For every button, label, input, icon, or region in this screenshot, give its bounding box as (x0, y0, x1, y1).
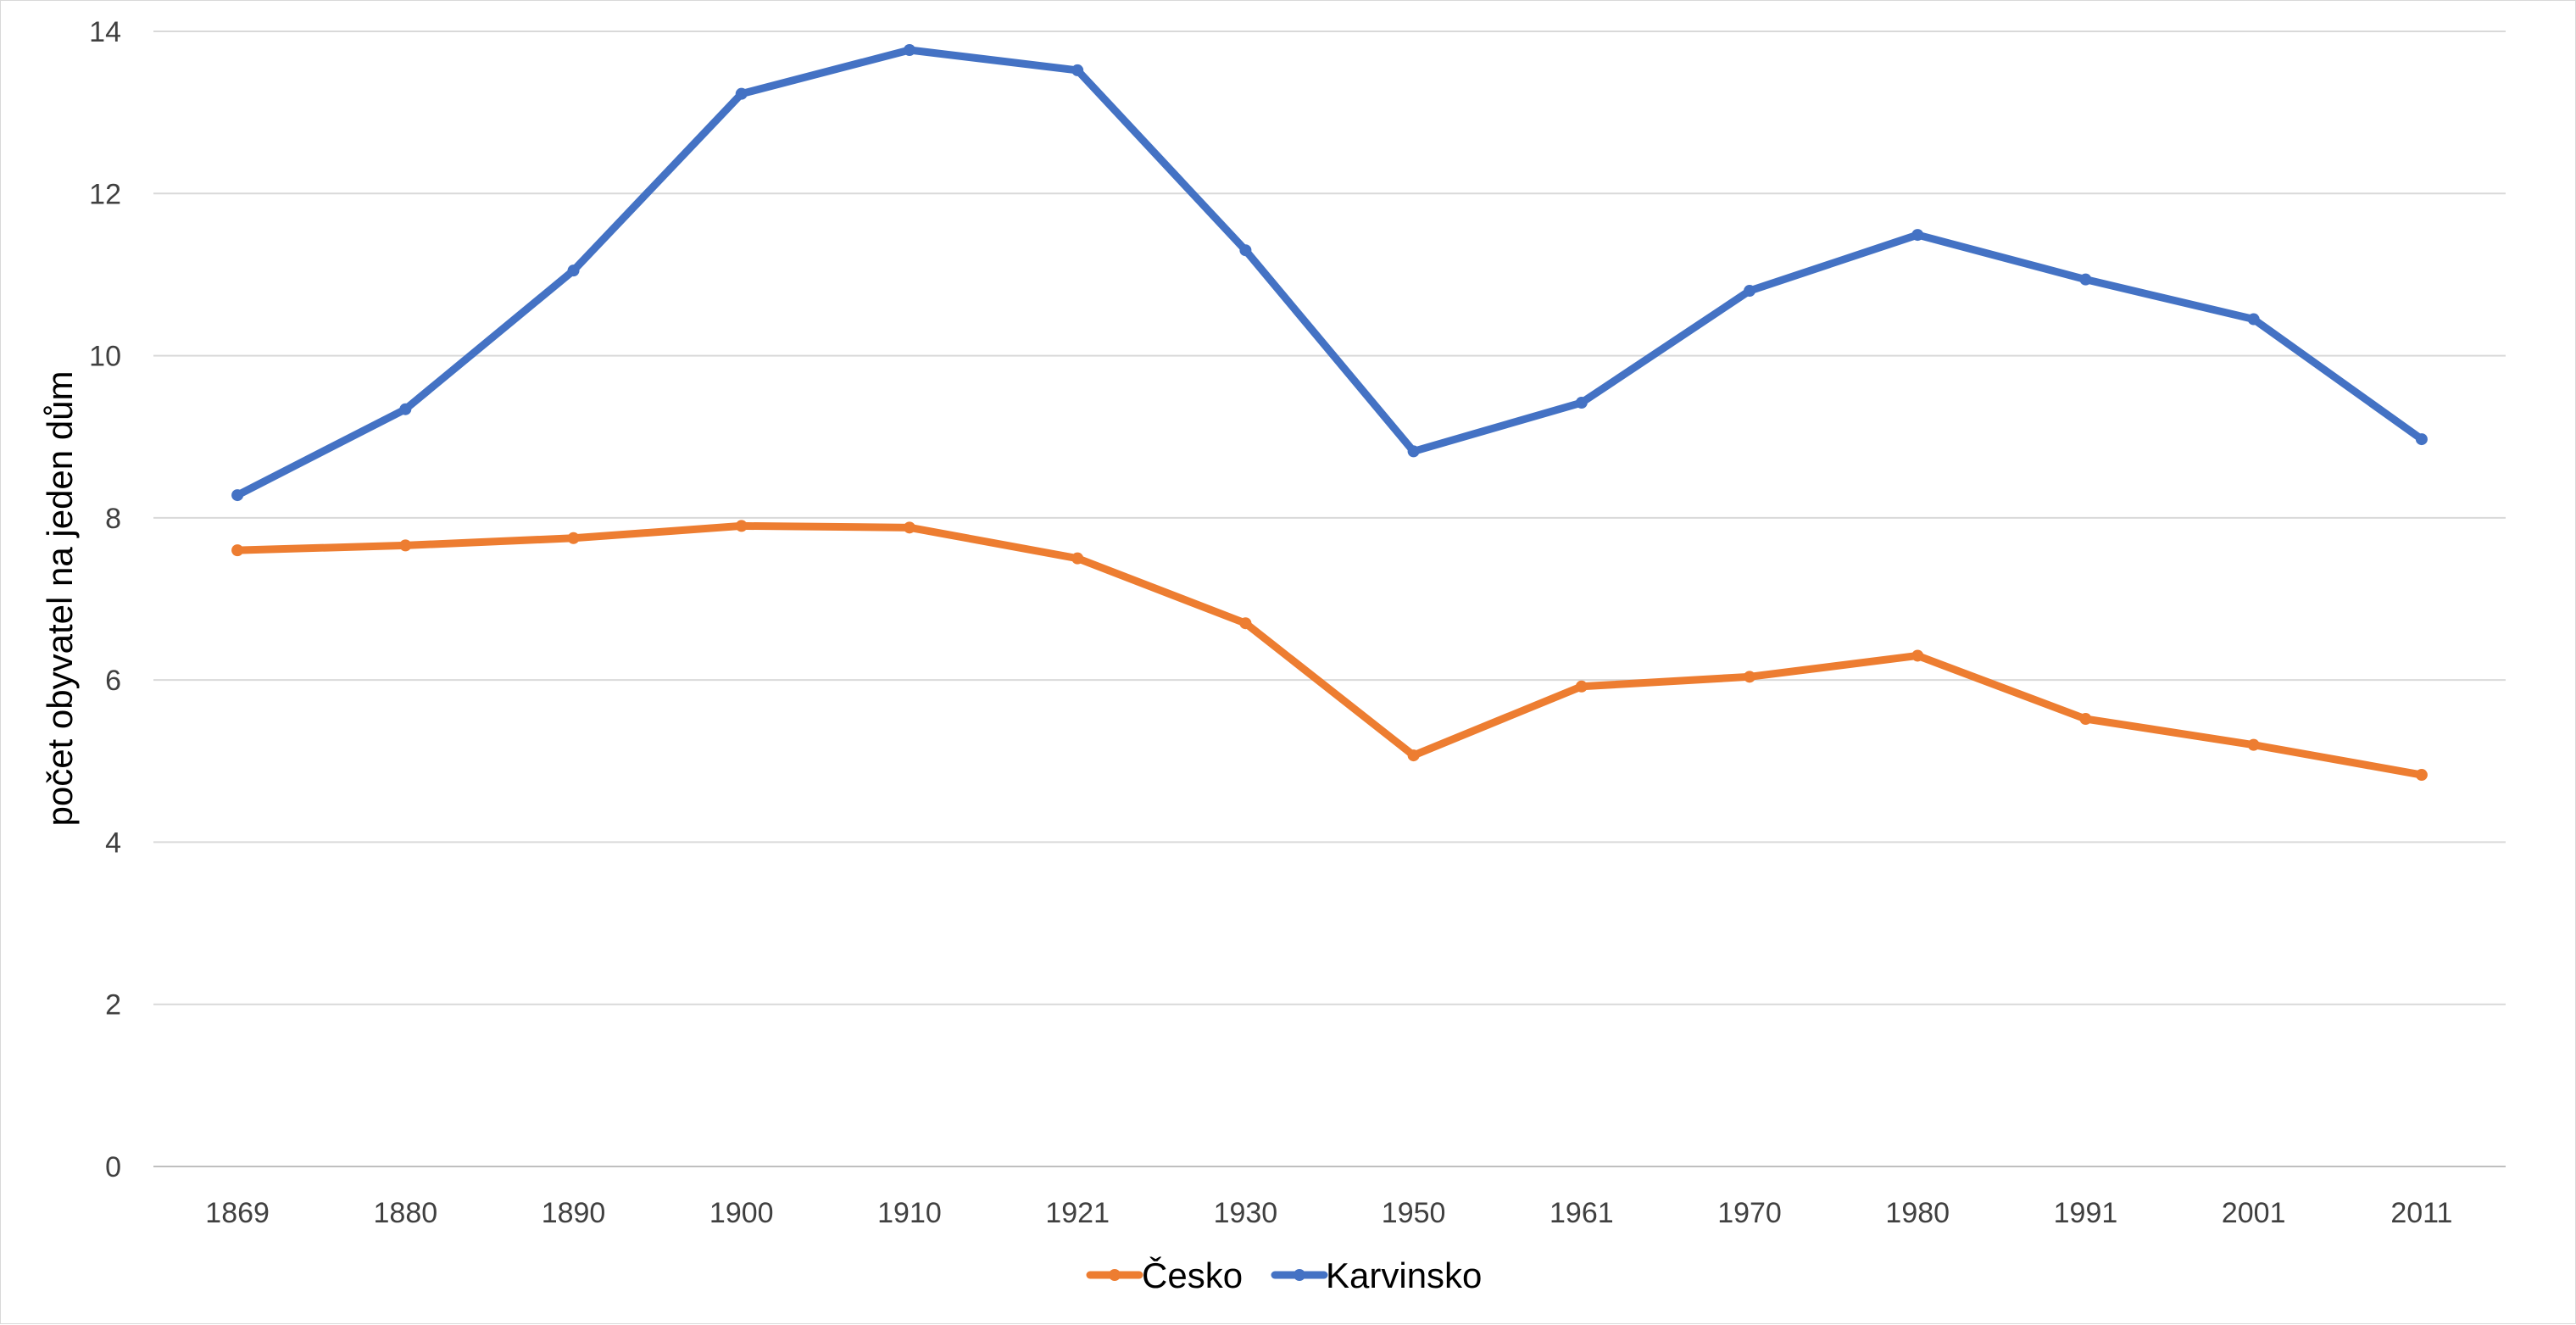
y-tick-label: 10 (89, 341, 121, 373)
x-tick-label: 1869 (205, 1197, 270, 1229)
data-point (2079, 273, 2092, 286)
y-tick-label: 4 (105, 827, 121, 859)
x-axis-ticks: 1869 1880 1890 1900 1910 1921 1930 1950 1961 1970… (205, 1197, 2452, 1229)
y-axis-title: počet obyvatel na jeden dům (40, 370, 80, 826)
x-tick-label: 1970 (1717, 1197, 1782, 1229)
data-point (2079, 713, 2092, 726)
legend-label: Karvinsko (1326, 1255, 1482, 1295)
data-point (735, 87, 748, 100)
x-tick-label: 1921 (1045, 1197, 1110, 1229)
data-point (231, 489, 244, 502)
legend-marker (1294, 1269, 1305, 1281)
gridlines (153, 31, 2506, 1167)
y-tick-label: 12 (89, 178, 121, 210)
x-tick-label: 1991 (2054, 1197, 2118, 1229)
data-point (735, 520, 748, 532)
data-point (1071, 64, 1084, 76)
x-tick-label: 2001 (2222, 1197, 2286, 1229)
y-tick-label: 0 (105, 1151, 121, 1183)
data-point (2247, 313, 2260, 326)
y-tick-label: 6 (105, 665, 121, 697)
y-tick-label: 14 (89, 16, 121, 48)
data-point (567, 532, 580, 544)
legend: Česko Karvinsko (1086, 1255, 1482, 1295)
data-point (231, 544, 244, 557)
data-point (1407, 749, 1420, 762)
data-point (2247, 738, 2260, 751)
data-point (1407, 445, 1420, 458)
data-point (399, 539, 412, 552)
data-point (1744, 671, 1756, 683)
data-point (2415, 433, 2428, 446)
data-point (903, 43, 915, 56)
y-axis-ticks: 0 2 4 6 8 10 12 14 (89, 16, 121, 1183)
series-lines (231, 43, 2428, 782)
y-tick-label: 2 (105, 989, 121, 1022)
data-point (1744, 285, 1756, 298)
series-česko (231, 520, 2428, 782)
data-point (1239, 244, 1252, 257)
data-point (567, 264, 580, 277)
x-tick-label: 1930 (1214, 1197, 1278, 1229)
legend-item: Česko (1086, 1255, 1243, 1295)
data-point (399, 403, 412, 415)
x-tick-label: 1880 (374, 1197, 438, 1229)
data-point (1911, 649, 1924, 662)
data-point (1239, 617, 1252, 630)
data-point (1071, 552, 1084, 565)
data-point (903, 521, 915, 534)
series-line (233, 521, 2426, 779)
y-tick-label: 8 (105, 503, 121, 535)
x-tick-label: 1890 (542, 1197, 606, 1229)
x-tick-label: 2011 (2390, 1197, 2452, 1229)
data-point (1575, 680, 1588, 693)
legend-label: Česko (1142, 1255, 1243, 1295)
data-point (1911, 229, 1924, 242)
x-tick-label: 1910 (877, 1197, 942, 1229)
legend-marker (1109, 1269, 1121, 1281)
series-karvinsko (231, 43, 2428, 502)
data-point (2415, 769, 2428, 782)
x-tick-label: 1961 (1549, 1197, 1614, 1229)
x-tick-label: 1950 (1382, 1197, 1446, 1229)
legend-item: Karvinsko (1271, 1255, 1482, 1295)
data-point (1575, 397, 1588, 409)
x-tick-label: 1980 (1885, 1197, 1950, 1229)
x-tick-label: 1900 (709, 1197, 774, 1229)
series-line (233, 46, 2426, 499)
